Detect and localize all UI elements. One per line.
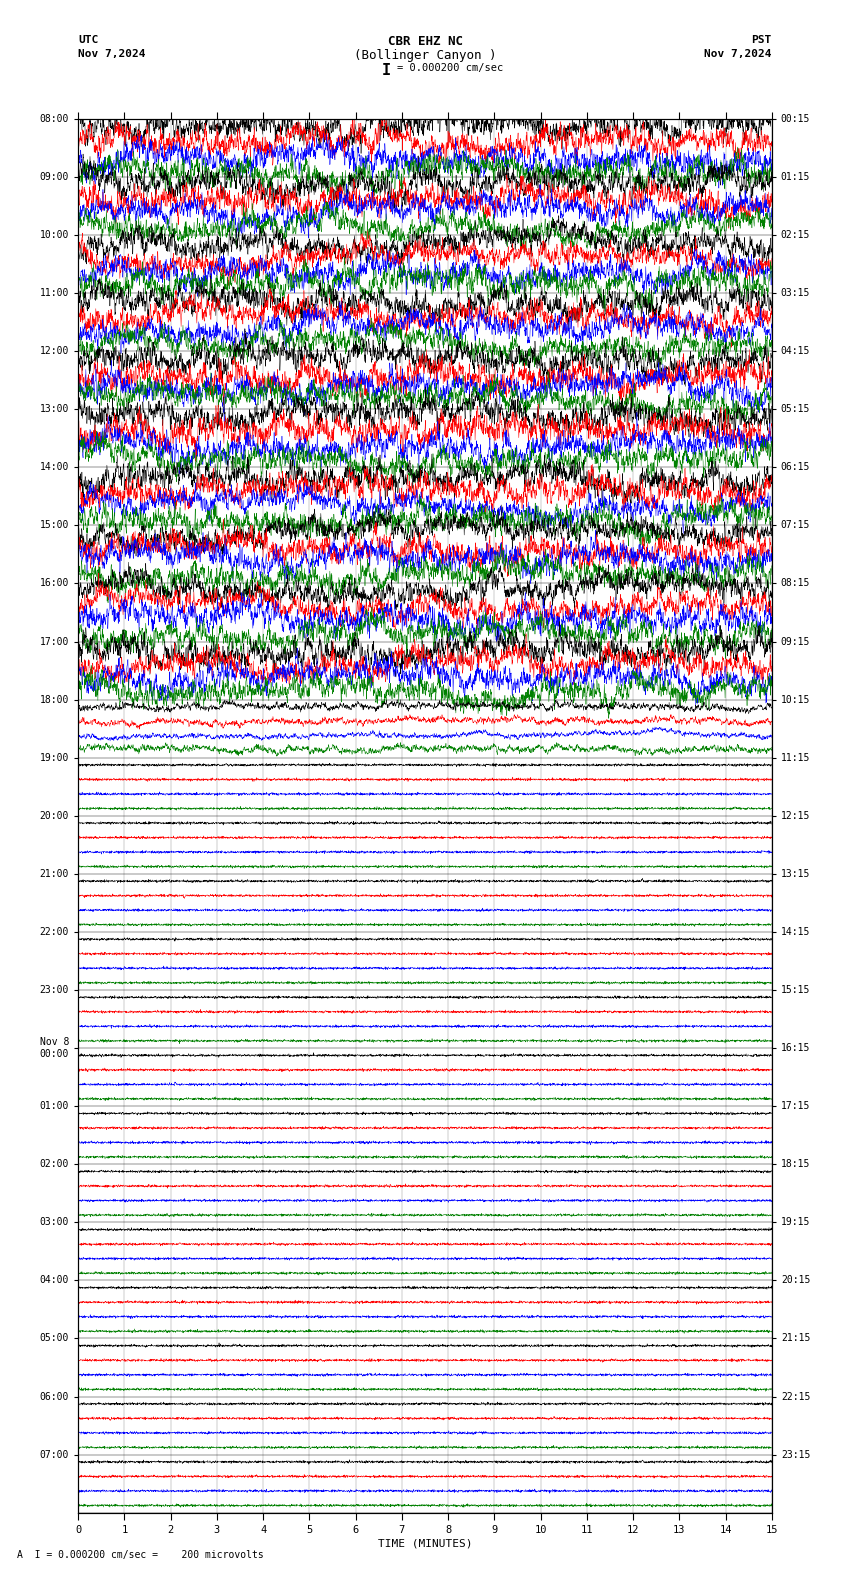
Text: PST: PST: [751, 35, 772, 44]
Text: (Bollinger Canyon ): (Bollinger Canyon ): [354, 49, 496, 62]
Text: UTC: UTC: [78, 35, 99, 44]
X-axis label: TIME (MINUTES): TIME (MINUTES): [377, 1538, 473, 1549]
Text: Nov 7,2024: Nov 7,2024: [78, 49, 145, 59]
Text: A  I = 0.000200 cm/sec =    200 microvolts: A I = 0.000200 cm/sec = 200 microvolts: [17, 1551, 264, 1560]
Text: I: I: [382, 63, 391, 78]
Text: = 0.000200 cm/sec: = 0.000200 cm/sec: [397, 63, 503, 73]
Text: Nov 7,2024: Nov 7,2024: [705, 49, 772, 59]
Text: CBR EHZ NC: CBR EHZ NC: [388, 35, 462, 48]
